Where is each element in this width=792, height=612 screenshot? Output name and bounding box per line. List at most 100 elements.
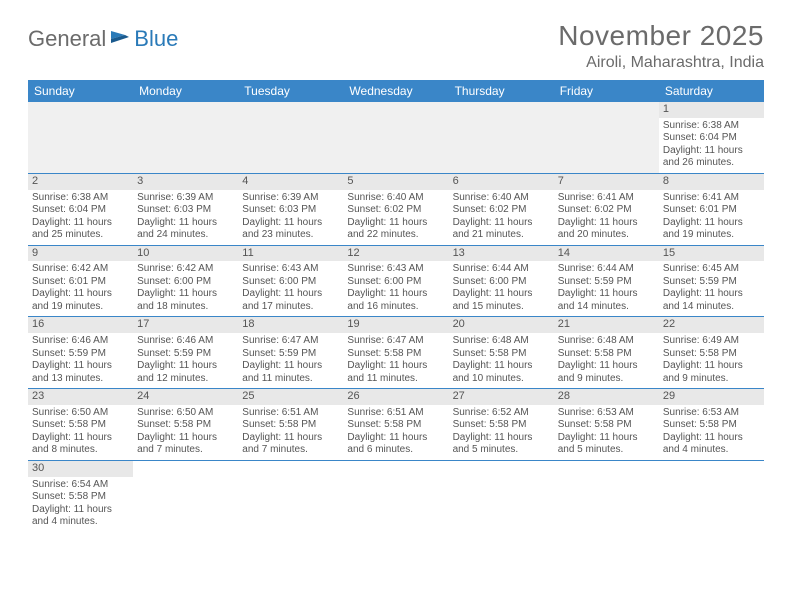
day-number: 11 (238, 246, 343, 262)
day-body: Sunrise: 6:38 AMSunset: 6:04 PMDaylight:… (28, 190, 133, 245)
daylight-text: Daylight: 11 hours (242, 217, 339, 230)
sunset-text: Sunset: 5:58 PM (663, 419, 760, 432)
day-body: Sunrise: 6:43 AMSunset: 6:00 PMDaylight:… (343, 261, 448, 316)
daylight-text: and 17 minutes. (242, 301, 339, 314)
calendar-week-row: 16Sunrise: 6:46 AMSunset: 5:59 PMDayligh… (28, 317, 764, 389)
daylight-text: and 25 minutes. (32, 229, 129, 242)
day-cell: 22Sunrise: 6:49 AMSunset: 5:58 PMDayligh… (659, 317, 764, 389)
sunset-text: Sunset: 5:59 PM (663, 276, 760, 289)
sunrise-text: Sunrise: 6:43 AM (242, 263, 339, 276)
day-number: 1 (659, 102, 764, 118)
sunset-text: Sunset: 5:58 PM (32, 419, 129, 432)
sunrise-text: Sunrise: 6:44 AM (453, 263, 550, 276)
empty-day-cell (659, 460, 764, 531)
sunrise-text: Sunrise: 6:48 AM (453, 335, 550, 348)
day-number: 16 (28, 317, 133, 333)
empty-day-cell (554, 102, 659, 173)
sunrise-text: Sunrise: 6:53 AM (663, 407, 760, 420)
calendar-week-row: 2Sunrise: 6:38 AMSunset: 6:04 PMDaylight… (28, 173, 764, 245)
daylight-text: and 13 minutes. (32, 373, 129, 386)
calendar-week-row: 1Sunrise: 6:38 AMSunset: 6:04 PMDaylight… (28, 102, 764, 173)
day-cell: 12Sunrise: 6:43 AMSunset: 6:00 PMDayligh… (343, 245, 448, 317)
sunrise-text: Sunrise: 6:53 AM (558, 407, 655, 420)
daylight-text: Daylight: 11 hours (242, 360, 339, 373)
sunrise-text: Sunrise: 6:54 AM (32, 479, 129, 492)
daylight-text: and 9 minutes. (558, 373, 655, 386)
daylight-text: Daylight: 11 hours (242, 432, 339, 445)
day-number: 2 (28, 174, 133, 190)
daylight-text: and 8 minutes. (32, 444, 129, 457)
empty-day-cell (133, 460, 238, 531)
daylight-text: and 4 minutes. (32, 516, 129, 529)
title-block: November 2025 Airoli, Maharashtra, India (558, 20, 764, 72)
day-number: 14 (554, 246, 659, 262)
day-number: 19 (343, 317, 448, 333)
sunset-text: Sunset: 5:58 PM (558, 348, 655, 361)
day-body: Sunrise: 6:41 AMSunset: 6:01 PMDaylight:… (659, 190, 764, 245)
daylight-text: and 20 minutes. (558, 229, 655, 242)
empty-day-cell (449, 102, 554, 173)
daylight-text: and 14 minutes. (663, 301, 760, 314)
sunrise-text: Sunrise: 6:38 AM (32, 192, 129, 205)
empty-day-cell (343, 102, 448, 173)
sunrise-text: Sunrise: 6:40 AM (347, 192, 444, 205)
daylight-text: and 26 minutes. (663, 157, 760, 170)
day-number: 4 (238, 174, 343, 190)
daylight-text: Daylight: 11 hours (137, 217, 234, 230)
day-number: 24 (133, 389, 238, 405)
sunrise-text: Sunrise: 6:51 AM (242, 407, 339, 420)
calendar-week-row: 9Sunrise: 6:42 AMSunset: 6:01 PMDaylight… (28, 245, 764, 317)
sunset-text: Sunset: 6:00 PM (347, 276, 444, 289)
sunset-text: Sunset: 6:01 PM (663, 204, 760, 217)
day-body: Sunrise: 6:42 AMSunset: 6:00 PMDaylight:… (133, 261, 238, 316)
day-cell: 26Sunrise: 6:51 AMSunset: 5:58 PMDayligh… (343, 389, 448, 461)
sunrise-text: Sunrise: 6:41 AM (558, 192, 655, 205)
sunrise-text: Sunrise: 6:40 AM (453, 192, 550, 205)
daylight-text: Daylight: 11 hours (32, 504, 129, 517)
day-body: Sunrise: 6:44 AMSunset: 6:00 PMDaylight:… (449, 261, 554, 316)
day-body: Sunrise: 6:41 AMSunset: 6:02 PMDaylight:… (554, 190, 659, 245)
calendar-week-row: 30Sunrise: 6:54 AMSunset: 5:58 PMDayligh… (28, 460, 764, 531)
daylight-text: and 15 minutes. (453, 301, 550, 314)
daylight-text: Daylight: 11 hours (347, 432, 444, 445)
sunrise-text: Sunrise: 6:52 AM (453, 407, 550, 420)
daylight-text: and 9 minutes. (663, 373, 760, 386)
daylight-text: Daylight: 11 hours (137, 360, 234, 373)
day-body: Sunrise: 6:46 AMSunset: 5:59 PMDaylight:… (133, 333, 238, 388)
sunrise-text: Sunrise: 6:46 AM (137, 335, 234, 348)
sunrise-text: Sunrise: 6:39 AM (242, 192, 339, 205)
day-body: Sunrise: 6:48 AMSunset: 5:58 PMDaylight:… (449, 333, 554, 388)
sunrise-text: Sunrise: 6:46 AM (32, 335, 129, 348)
day-body: Sunrise: 6:51 AMSunset: 5:58 PMDaylight:… (343, 405, 448, 460)
sunrise-text: Sunrise: 6:51 AM (347, 407, 444, 420)
sunrise-text: Sunrise: 6:39 AM (137, 192, 234, 205)
daylight-text: Daylight: 11 hours (453, 288, 550, 301)
day-number: 6 (449, 174, 554, 190)
day-cell: 17Sunrise: 6:46 AMSunset: 5:59 PMDayligh… (133, 317, 238, 389)
day-body: Sunrise: 6:40 AMSunset: 6:02 PMDaylight:… (449, 190, 554, 245)
day-body: Sunrise: 6:47 AMSunset: 5:58 PMDaylight:… (343, 333, 448, 388)
day-number: 17 (133, 317, 238, 333)
logo-text-blue: Blue (134, 26, 178, 52)
day-number: 27 (449, 389, 554, 405)
sunset-text: Sunset: 6:00 PM (453, 276, 550, 289)
daylight-text: and 12 minutes. (137, 373, 234, 386)
sunrise-text: Sunrise: 6:41 AM (663, 192, 760, 205)
logo: General Blue (28, 26, 178, 52)
daylight-text: and 6 minutes. (347, 444, 444, 457)
sunset-text: Sunset: 5:59 PM (558, 276, 655, 289)
sunrise-text: Sunrise: 6:42 AM (137, 263, 234, 276)
daylight-text: Daylight: 11 hours (558, 217, 655, 230)
sunrise-text: Sunrise: 6:43 AM (347, 263, 444, 276)
empty-day-cell (449, 460, 554, 531)
day-number: 8 (659, 174, 764, 190)
daylight-text: and 18 minutes. (137, 301, 234, 314)
daylight-text: Daylight: 11 hours (663, 360, 760, 373)
calendar-table: Sunday Monday Tuesday Wednesday Thursday… (28, 80, 764, 532)
daylight-text: Daylight: 11 hours (347, 288, 444, 301)
day-cell: 25Sunrise: 6:51 AMSunset: 5:58 PMDayligh… (238, 389, 343, 461)
daylight-text: Daylight: 11 hours (242, 288, 339, 301)
sunset-text: Sunset: 6:04 PM (32, 204, 129, 217)
day-cell: 8Sunrise: 6:41 AMSunset: 6:01 PMDaylight… (659, 173, 764, 245)
sunset-text: Sunset: 5:58 PM (32, 491, 129, 504)
